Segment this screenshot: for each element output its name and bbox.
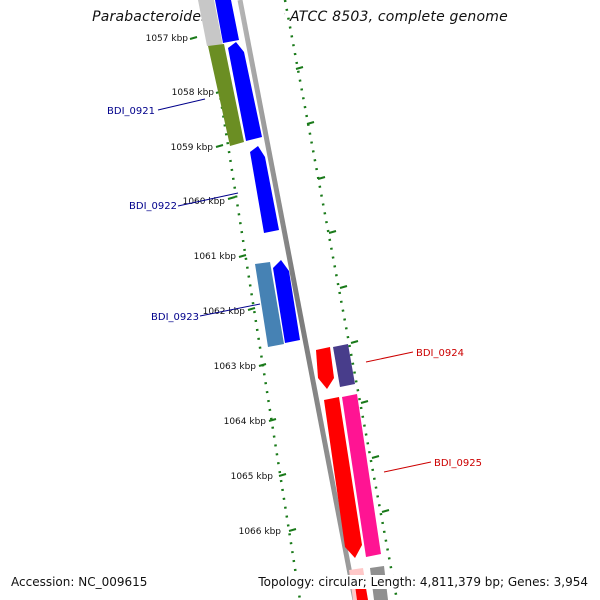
- olive-feature[interactable]: [208, 44, 244, 146]
- kbp-tick: [189, 36, 198, 40]
- grey-feature[interactable]: [198, 0, 223, 46]
- kbp-tick-label: 1063 kbp: [214, 362, 257, 372]
- kbp-axis: 1057 kbp 1058 kbp 1059 kbp 1060 kbp 1061…: [146, 34, 297, 537]
- gene-label-bdi-0922[interactable]: BDI_0922: [129, 201, 177, 212]
- cds-arrow[interactable]: [316, 347, 334, 389]
- label-leader: [177, 192, 239, 207]
- kbp-tick: [215, 144, 224, 148]
- kbp-tick: [278, 473, 287, 477]
- kbp-tick: [227, 196, 236, 200]
- kbp-tick-label: 1060 kbp: [183, 197, 226, 207]
- label-leader: [199, 303, 261, 317]
- kbp-tick-label: 1064 kbp: [224, 417, 267, 427]
- kbp-tick: [247, 307, 256, 311]
- steelblue-feature[interactable]: [255, 262, 284, 347]
- kbp-tick-label: 1066 kbp: [239, 527, 282, 537]
- gene-label-bdi-0925[interactable]: BDI_0925: [434, 458, 482, 469]
- kbp-tick-label: 1062 kbp: [203, 307, 246, 317]
- cds-arrow[interactable]: [250, 146, 279, 233]
- label-leader: [383, 461, 432, 473]
- kbp-tick-label: 1061 kbp: [194, 252, 237, 262]
- cds-arrow[interactable]: [215, 0, 239, 43]
- topology-summary: Topology: circular; Length: 4,811,379 bp…: [256, 575, 590, 589]
- cds-arrow[interactable]: [273, 260, 300, 343]
- gene-label-bdi-0923[interactable]: BDI_0923: [151, 312, 199, 323]
- label-leader: [365, 351, 414, 363]
- label-leader: [157, 98, 206, 111]
- gene-label-bdi-0924[interactable]: BDI_0924: [416, 348, 464, 359]
- slate-feature[interactable]: [333, 344, 355, 387]
- kbp-tick-label: 1065 kbp: [231, 472, 274, 482]
- kbp-tick: [268, 418, 277, 422]
- kbp-tick-label: 1058 kbp: [172, 88, 215, 98]
- kbp-tick: [288, 528, 297, 532]
- genome-backbone: [237, 0, 358, 600]
- kbp-tick-label: 1059 kbp: [171, 143, 214, 153]
- cds-arrow[interactable]: [228, 42, 262, 141]
- forward-features: [198, 0, 300, 347]
- map-title: Parabacteroides distasonis ATCC 8503, co…: [92, 9, 508, 25]
- pink-feature[interactable]: [342, 394, 381, 557]
- accession-text: Accession: NC_009615: [9, 575, 150, 589]
- kbp-tick: [258, 363, 267, 367]
- cds-arrow[interactable]: [324, 397, 362, 558]
- kbp-tick: [238, 254, 247, 258]
- gene-labels: BDI_0921 BDI_0922 BDI_0923 BDI_0924 BDI_…: [107, 98, 482, 473]
- kbp-tick-label: 1057 kbp: [146, 34, 189, 44]
- outer-kbp-ticks: [295, 66, 390, 513]
- gene-label-bdi-0921[interactable]: BDI_0921: [107, 106, 155, 117]
